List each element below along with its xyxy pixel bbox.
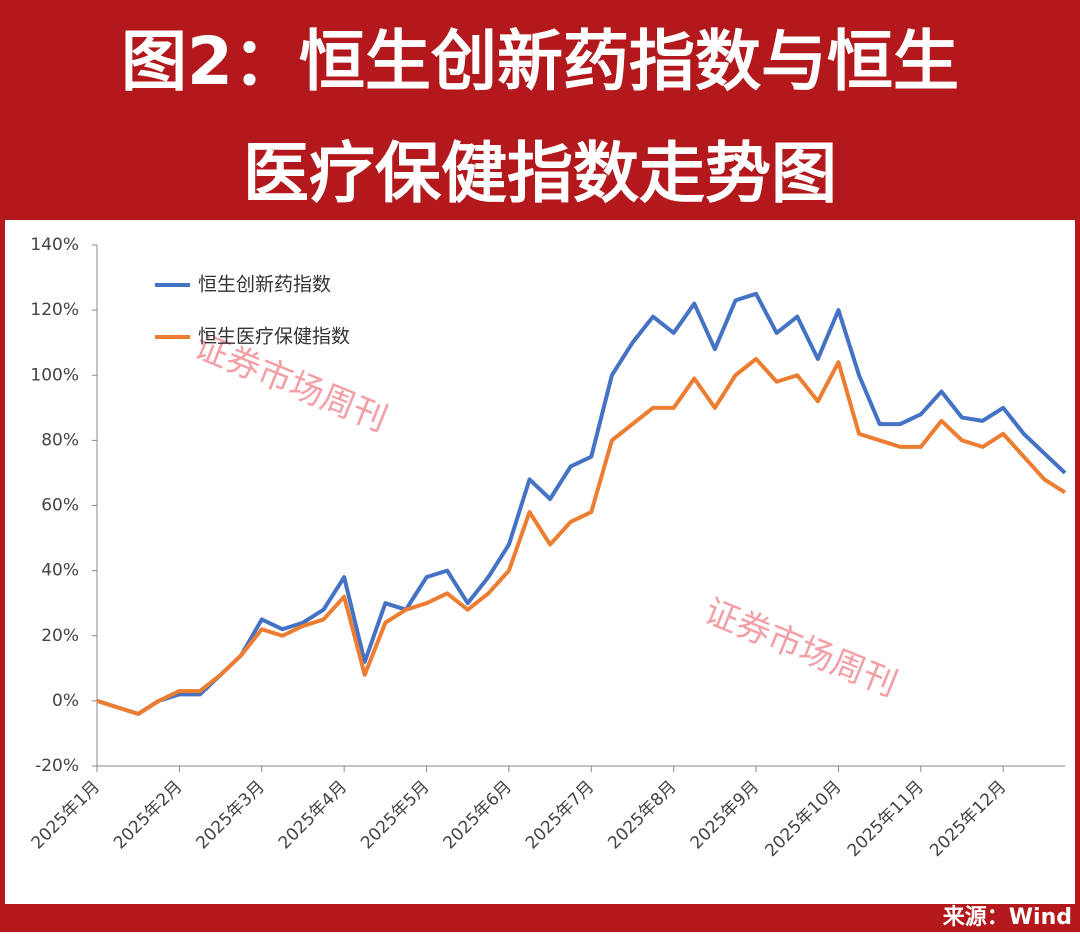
y-tick-label: 20% xyxy=(41,626,79,646)
plot-background xyxy=(5,220,1075,904)
legend-label: 恒生医疗保健指数 xyxy=(198,326,350,348)
y-tick-label: -20% xyxy=(35,756,79,776)
series-line xyxy=(96,356,1067,716)
y-tick-label: 140% xyxy=(30,235,79,255)
y-tick-label: 40% xyxy=(41,561,79,581)
y-tick-label: 100% xyxy=(30,365,79,385)
legend-label: 恒生创新药指数 xyxy=(198,274,331,296)
y-tick-label: 120% xyxy=(30,300,79,320)
title-line: 医疗保健指数走势图 xyxy=(243,135,837,212)
y-tick-label: 0% xyxy=(52,691,79,711)
y-tick-label: 60% xyxy=(41,496,79,516)
y-tick-label: 80% xyxy=(41,430,79,450)
source: 来源：Wind xyxy=(942,905,1072,930)
series-line xyxy=(96,291,1067,716)
title-line: 图2：恒生创新药指数与恒生 xyxy=(121,23,959,100)
